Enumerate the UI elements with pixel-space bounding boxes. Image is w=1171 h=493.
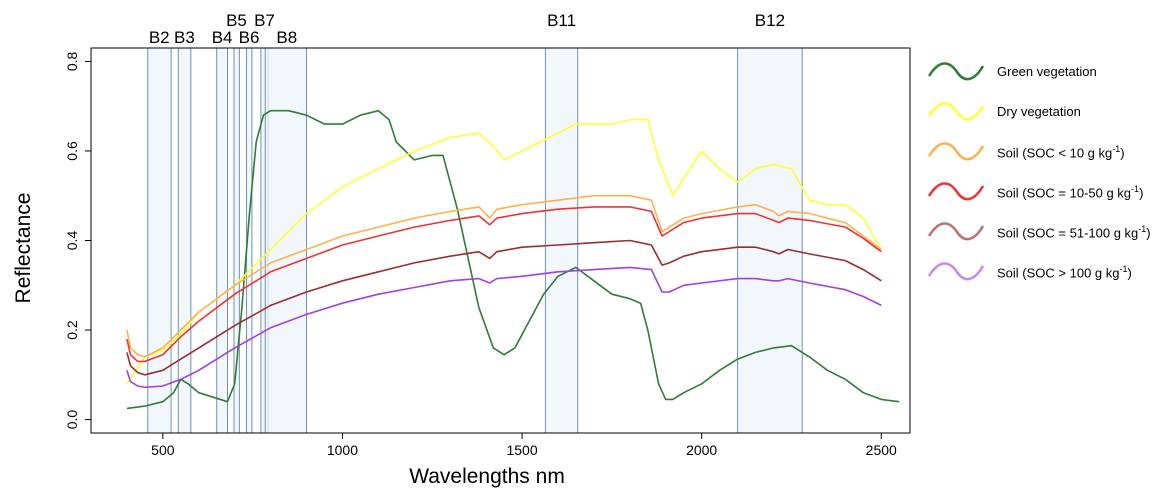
band-label-b2: B2 (149, 28, 170, 47)
legend-label-soil-soc-lt-10: Soil (SOC < 10 g kg-1) (997, 144, 1125, 161)
band-b8 (264, 47, 308, 434)
series-line-dry-vegetation (126, 118, 882, 385)
band-b4 (216, 47, 228, 434)
x-tick-label: 1000 (327, 442, 358, 458)
x-tick-label: 1500 (506, 442, 537, 458)
band-label-b8: B8 (276, 28, 297, 47)
sentinel-bands-layer (147, 47, 803, 434)
y-tick-label: 0.2 (64, 320, 80, 340)
series-line-soil-soc-10-g-kg-1 (126, 194, 882, 358)
y-axis-label: Reflectance (12, 193, 35, 304)
series-line-soil-soc-10-50-g-kg-1 (126, 206, 882, 363)
x-tick-label: 2000 (686, 442, 717, 458)
y-axis: 0.0 0.2 0.4 0.6 0.8 (64, 51, 91, 429)
legend-label-soil-soc-10-50: Soil (SOC = 10-50 g kg-1) (997, 184, 1144, 201)
legend-swatch-soil-soc-lt-10 (927, 142, 985, 161)
legend-swatch-dry-vegetation (927, 102, 985, 121)
series-line-soil-soc-100-g-kg-1 (126, 266, 882, 389)
y-tick-label: 0.6 (64, 141, 80, 161)
band-b12 (737, 47, 803, 434)
x-axis-label: Wavelengths nm (409, 465, 565, 488)
band-label-b7: B7 (254, 11, 275, 30)
legend-swatch-soil-soc-51-100 (927, 222, 985, 241)
x-axis: 500 1000 1500 2000 2500 (151, 433, 897, 458)
y-tick-label: 0.8 (64, 51, 80, 71)
legend-label-green-vegetation: Green vegetation (997, 64, 1097, 79)
band-b11 (544, 47, 579, 434)
band-label-b11: B11 (547, 11, 576, 30)
series-line-soil-soc-51-100-g-kg-1 (126, 239, 882, 376)
band-b2 (147, 47, 172, 434)
band-label-b6: B6 (239, 28, 260, 47)
y-tick-label: 0.4 (64, 231, 80, 251)
series-line-green-vegetation (126, 109, 900, 410)
legend-swatch-green-vegetation (927, 62, 985, 81)
legend-swatch-soil-soc-gt-100 (927, 262, 985, 281)
x-tick-label: 2500 (866, 442, 897, 458)
band-label-b5: B5 (226, 11, 247, 30)
legend-swatch-soil-soc-10-50 (927, 182, 985, 201)
band-label-b3: B3 (174, 28, 195, 47)
legend-label-dry-vegetation: Dry vegetation (997, 104, 1081, 119)
series-layer (126, 109, 900, 410)
legend-label-soil-soc-gt-100: Soil (SOC > 100 g kg-1) (997, 264, 1132, 281)
band-label-b4: B4 (212, 28, 233, 47)
y-tick-label: 0.0 (64, 410, 80, 430)
legend-label-soil-soc-51-100: Soil (SOC = 51-100 g kg-1) (997, 224, 1151, 241)
x-tick-label: 500 (151, 442, 175, 458)
band-label-b12: B12 (755, 11, 785, 30)
